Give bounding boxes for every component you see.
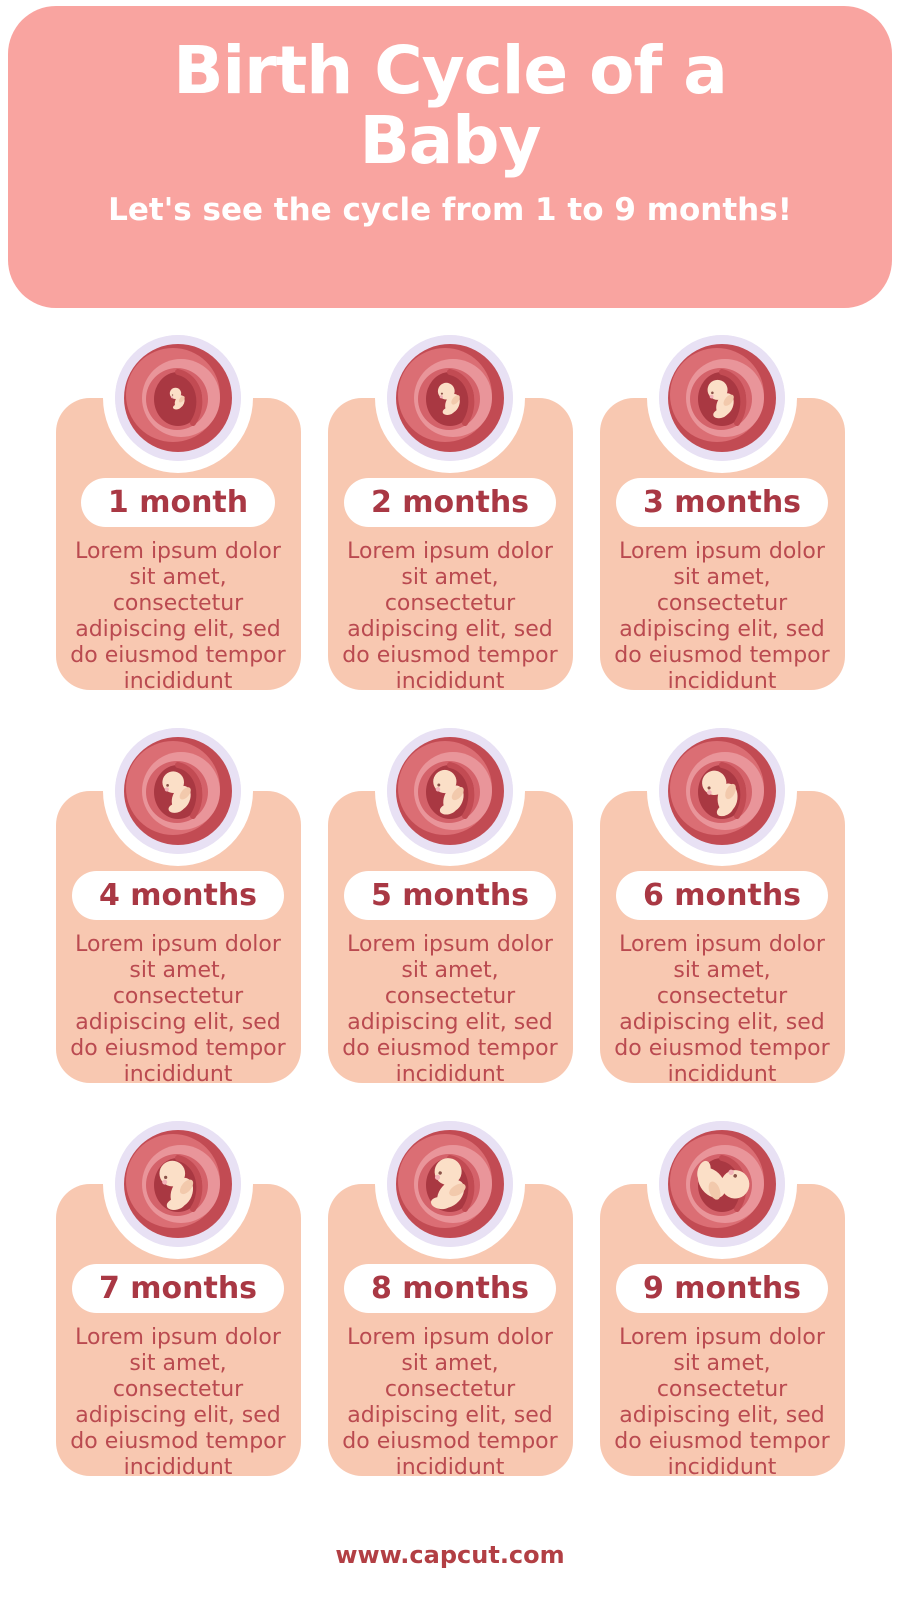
page-title: Birth Cycle of a Baby <box>173 32 728 179</box>
fetus-month-8-icon <box>387 1121 513 1247</box>
card-month-6: 6 months Lorem ipsum dolor sit amet, con… <box>599 728 845 1087</box>
card-month-5: 5 months Lorem ipsum dolor sit amet, con… <box>327 728 573 1087</box>
month-description: Lorem ipsum dolor sit amet, consectetur … <box>614 932 830 1087</box>
card-month-3: 3 months Lorem ipsum dolor sit amet, con… <box>599 335 845 694</box>
fetus-month-2-icon <box>387 335 513 461</box>
month-description: Lorem ipsum dolor sit amet, consectetur … <box>342 539 558 694</box>
month-description: Lorem ipsum dolor sit amet, consectetur … <box>70 539 286 694</box>
month-label: 4 months <box>71 871 285 920</box>
page-subtitle: Let's see the cycle from 1 to 9 months! <box>108 191 792 228</box>
card-row-1: 1 month Lorem ipsum dolor sit amet, cons… <box>0 335 900 694</box>
header-banner: Birth Cycle of a Baby Let's see the cycl… <box>8 6 892 308</box>
month-description: Lorem ipsum dolor sit amet, consectetur … <box>614 539 830 694</box>
fetus-month-4-icon <box>115 728 241 854</box>
month-label: 3 months <box>615 478 829 527</box>
fetus-month-3-icon <box>659 335 785 461</box>
fetus-month-1-icon <box>115 335 241 461</box>
month-label: 9 months <box>615 1264 829 1313</box>
month-label: 1 month <box>80 478 276 527</box>
month-label: 8 months <box>343 1264 557 1313</box>
card-month-2: 2 months Lorem ipsum dolor sit amet, con… <box>327 335 573 694</box>
month-card-grid: 1 month Lorem ipsum dolor sit amet, cons… <box>0 335 900 1577</box>
month-label: 7 months <box>71 1264 285 1313</box>
month-description: Lorem ipsum dolor sit amet, consectetur … <box>342 932 558 1087</box>
card-month-8: 8 months Lorem ipsum dolor sit amet, con… <box>327 1121 573 1480</box>
month-label: 6 months <box>615 871 829 920</box>
card-month-1: 1 month Lorem ipsum dolor sit amet, cons… <box>55 335 301 694</box>
card-month-9: 9 months Lorem ipsum dolor sit amet, con… <box>599 1121 845 1480</box>
fetus-month-7-icon <box>115 1121 241 1247</box>
fetus-month-9-icon <box>659 1121 785 1247</box>
fetus-month-5-icon <box>387 728 513 854</box>
website-url: www.capcut.com <box>335 1541 565 1569</box>
card-row-2: 4 months Lorem ipsum dolor sit amet, con… <box>0 728 900 1087</box>
month-label: 5 months <box>343 871 557 920</box>
month-description: Lorem ipsum dolor sit amet, consectetur … <box>342 1325 558 1480</box>
fetus-month-6-icon <box>659 728 785 854</box>
card-month-4: 4 months Lorem ipsum dolor sit amet, con… <box>55 728 301 1087</box>
month-label: 2 months <box>343 478 557 527</box>
month-description: Lorem ipsum dolor sit amet, consectetur … <box>70 932 286 1087</box>
card-month-7: 7 months Lorem ipsum dolor sit amet, con… <box>55 1121 301 1480</box>
card-row-3: 7 months Lorem ipsum dolor sit amet, con… <box>0 1121 900 1480</box>
month-description: Lorem ipsum dolor sit amet, consectetur … <box>70 1325 286 1480</box>
month-description: Lorem ipsum dolor sit amet, consectetur … <box>614 1325 830 1480</box>
